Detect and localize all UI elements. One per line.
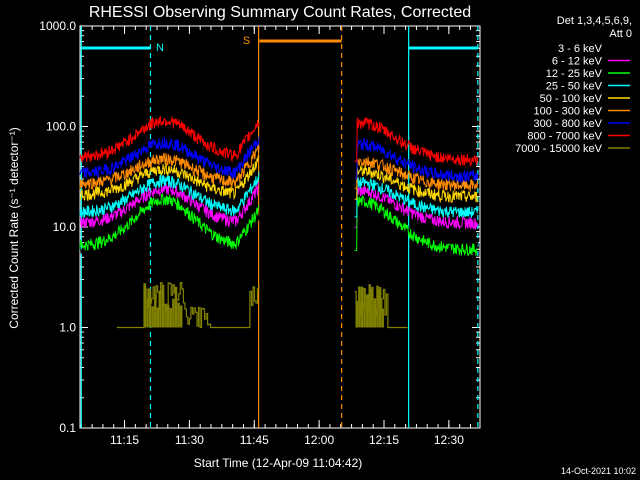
series-line-12-25keV bbox=[354, 195, 479, 257]
legend-label: 800 - 7000 keV bbox=[527, 131, 602, 143]
x-tick-label: 11:30 bbox=[175, 433, 204, 447]
footer-date: 14-Oct-2021 10:02 bbox=[561, 466, 636, 476]
series-line-300-800keV bbox=[79, 136, 260, 180]
legend-label: 25 - 50 keV bbox=[546, 81, 603, 93]
legend-label: 7000 - 15000 keV bbox=[515, 143, 603, 155]
x-tick-label: 11:45 bbox=[240, 433, 269, 447]
series-line-800-7000keV bbox=[354, 116, 479, 168]
y-tick-label: 100.0 bbox=[46, 120, 76, 134]
marker-S: S bbox=[243, 35, 250, 47]
legend-label: 6 - 12 keV bbox=[552, 56, 603, 68]
y-axis-label: Corrected Count Rate (s⁻¹ detector⁻¹) bbox=[7, 127, 21, 328]
legend-label: 300 - 800 keV bbox=[534, 118, 603, 130]
legend-label: 100 - 300 keV bbox=[534, 106, 603, 118]
chart-title: RHESSI Observing Summary Count Rates, Co… bbox=[89, 4, 471, 21]
x-tick-label: 12:30 bbox=[434, 433, 464, 447]
y-tick-label: 1.0 bbox=[59, 321, 76, 335]
x-tick-label: 12:00 bbox=[304, 433, 334, 447]
series-line-300-800keV bbox=[354, 136, 479, 183]
series-line-6-12keV bbox=[79, 181, 260, 229]
series-line-50-100keV bbox=[79, 155, 260, 202]
series-line-25-50keV bbox=[354, 176, 479, 218]
x-axis-label: Start Time (12-Apr-09 11:04:42) bbox=[194, 456, 363, 470]
y-tick-label: 0.1 bbox=[59, 421, 76, 435]
y-tick-label: 10.0 bbox=[53, 220, 77, 234]
series-line-12-25keV bbox=[79, 193, 260, 251]
series-line-100-300keV bbox=[354, 156, 479, 193]
series-line-100-300keV bbox=[79, 144, 260, 190]
legend-label: 3 - 6 keV bbox=[558, 43, 603, 55]
series-line-50-100keV bbox=[354, 164, 479, 204]
attenuator-note: Att 0 bbox=[609, 28, 632, 40]
x-tick-label: 11:15 bbox=[110, 433, 139, 447]
series-line-25-50keV bbox=[79, 172, 260, 218]
series-line-800-7000keV bbox=[79, 115, 260, 164]
series-line-6-12keV bbox=[354, 186, 479, 231]
y-tick-label: 1000.0 bbox=[39, 19, 76, 33]
x-tick-label: 12:15 bbox=[369, 433, 399, 447]
detector-note: Det 1,3,4,5,6,9, bbox=[557, 15, 632, 27]
legend-label: 50 - 100 keV bbox=[540, 93, 603, 105]
legend-label: 12 - 25 keV bbox=[546, 68, 603, 80]
plot-area: 0.1 1.0 10.0 100.0 1000.0 11:15 11:30 11:45 12:0… bbox=[39, 19, 481, 447]
marker-N: N bbox=[156, 42, 164, 54]
